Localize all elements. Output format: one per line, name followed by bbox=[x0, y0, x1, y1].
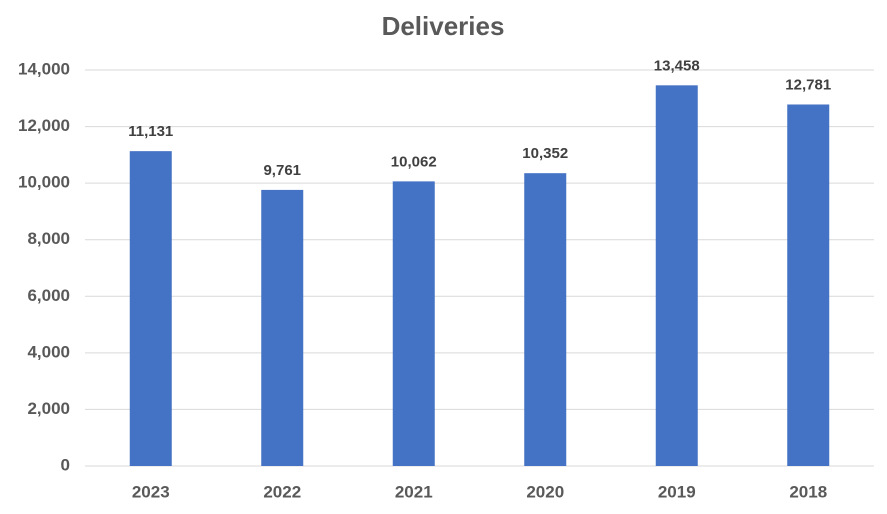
y-tick-label: 4,000 bbox=[27, 342, 70, 361]
y-tick-label: 8,000 bbox=[27, 229, 70, 248]
value-label: 12,781 bbox=[785, 76, 831, 93]
x-tick-label: 2023 bbox=[132, 482, 170, 501]
value-label: 11,131 bbox=[128, 123, 173, 140]
x-tick-label: 2020 bbox=[526, 482, 564, 501]
y-tick-label: 2,000 bbox=[27, 399, 70, 418]
bar bbox=[524, 173, 567, 466]
x-tick-label: 2021 bbox=[395, 482, 433, 501]
value-label: 9,761 bbox=[263, 162, 301, 179]
x-tick-label: 2019 bbox=[658, 482, 696, 501]
value-label: 10,062 bbox=[391, 153, 437, 170]
x-tick-label: 2022 bbox=[263, 482, 301, 501]
y-tick-label: 12,000 bbox=[18, 116, 70, 135]
chart-title: Deliveries bbox=[382, 11, 505, 41]
bar bbox=[655, 85, 698, 466]
value-label: 10,352 bbox=[522, 145, 568, 162]
x-tick-label: 2018 bbox=[789, 482, 827, 501]
bar bbox=[392, 181, 435, 466]
bar bbox=[261, 189, 304, 466]
y-tick-label: 10,000 bbox=[18, 173, 70, 192]
value-label: 13,458 bbox=[654, 57, 700, 74]
bar bbox=[129, 151, 172, 466]
y-tick-label: 0 bbox=[61, 455, 70, 474]
y-tick-label: 6,000 bbox=[27, 286, 70, 305]
y-tick-label: 14,000 bbox=[18, 59, 70, 78]
bar bbox=[787, 104, 830, 466]
